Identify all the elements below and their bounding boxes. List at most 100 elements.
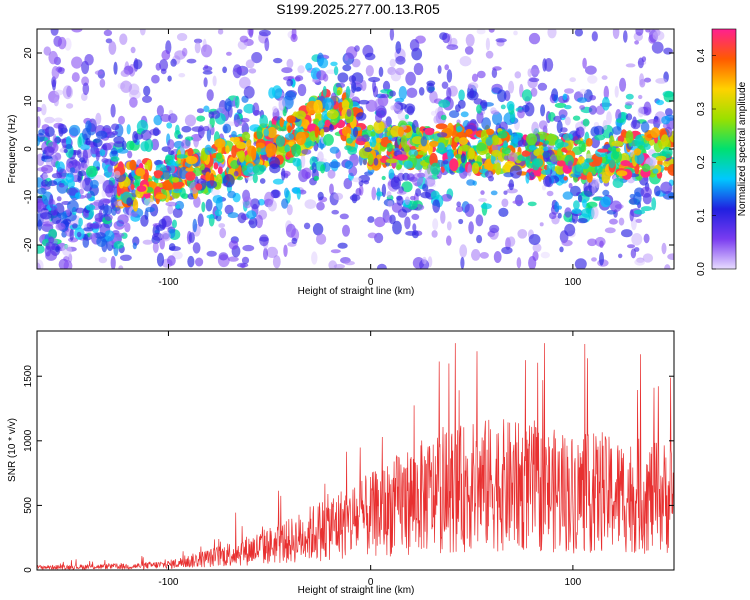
- spectrogram-cell: [37, 187, 47, 195]
- spectrogram-cell: [168, 150, 175, 156]
- snr-frame: [36, 330, 675, 571]
- spectrogram-cell: [367, 232, 378, 239]
- spectrogram-cell: [279, 117, 284, 128]
- spectrogram-cell: [650, 127, 660, 139]
- spectrogram-cell: [256, 147, 262, 153]
- spectrogram-cell: [312, 223, 324, 236]
- spectrogram-cell: [246, 163, 254, 173]
- spectrogram-cell: [577, 97, 588, 103]
- spectrogram-cell: [618, 217, 625, 226]
- spectrogram-cell: [661, 115, 671, 125]
- spectrogram-cell: [79, 179, 86, 190]
- spectrogram-cell: [243, 103, 256, 114]
- spectrogram-cell: [129, 97, 138, 108]
- spectrogram-cell: [581, 208, 593, 218]
- spectrogram-cell: [661, 242, 667, 255]
- spectrogram-cell: [50, 205, 58, 217]
- spectrogram-cell: [388, 168, 395, 179]
- spectrogram-cell: [401, 181, 413, 193]
- spectrogram-cell: [170, 58, 177, 67]
- colorbar: 0.0 0.1 0.2 0.3 0.4 Normalized spectral ampl…: [696, 28, 748, 276]
- spectrogram-cell: [564, 105, 572, 110]
- spectrogram-cell: [607, 146, 617, 152]
- spectrogram-cell: [116, 148, 129, 154]
- spectrogram-cell: [471, 249, 481, 261]
- spectrogram-cell: [259, 234, 269, 247]
- spectrogram-cell: [114, 170, 121, 178]
- spectrogram-cell: [37, 136, 41, 146]
- spectrogram-cell: [278, 97, 286, 111]
- spectrogram-cell: [204, 144, 212, 155]
- spectrogram-cell: [196, 115, 206, 122]
- spectrogram-cell: [195, 257, 204, 267]
- spectrogram-cell: [641, 56, 647, 62]
- x-tick-label: -100: [158, 577, 178, 588]
- spectrogram-cell: [167, 139, 175, 150]
- spectrogram-cell: [491, 149, 502, 157]
- spectrogram-cell: [187, 255, 195, 268]
- spectrogram-cell: [367, 153, 374, 166]
- spectrogram-cell: [491, 134, 500, 146]
- spectrogram-cell: [284, 133, 295, 141]
- spectrogram-cell: [418, 87, 425, 96]
- y-tick-label: -10: [23, 189, 34, 204]
- spectrogram-cell: [667, 163, 674, 176]
- spectrogram-cell: [537, 82, 548, 91]
- spectrogram-cell: [217, 166, 223, 175]
- spectrogram-cell: [94, 70, 104, 75]
- spectrogram-cell: [256, 126, 263, 140]
- spectrogram-cell: [625, 63, 636, 68]
- spectrogram-cell: [247, 29, 254, 37]
- spectrogram-cell: [403, 144, 410, 153]
- spectrogram-cell: [480, 190, 485, 195]
- spectrogram-cell: [192, 218, 198, 233]
- spectrogram-cell: [132, 242, 137, 250]
- spectrogram-cell: [597, 148, 609, 153]
- spectrogram-cell: [107, 165, 113, 173]
- spectrogram-cell: [480, 129, 487, 143]
- spectrogram-cell: [185, 155, 198, 165]
- chart-title: S199.2025.277.00.13.R05: [276, 1, 440, 17]
- spectrogram-cell: [161, 50, 171, 61]
- spectrogram-cell: [478, 198, 487, 202]
- spectrogram-cell: [601, 75, 608, 80]
- spectrogram-cell: [667, 253, 674, 260]
- colorbar-tick-label: 0.1: [696, 208, 707, 222]
- spectrogram-cell: [381, 175, 386, 181]
- spectrogram-cell: [85, 204, 96, 211]
- spectrogram-cell: [272, 106, 278, 113]
- spectrogram-cell: [380, 93, 390, 99]
- spectrogram-cell: [69, 167, 76, 174]
- spectrogram-cell: [643, 101, 652, 116]
- spectrogram-cell: [531, 121, 539, 135]
- spectrogram-cell: [395, 55, 406, 65]
- spectrogram-cell: [132, 131, 139, 143]
- spectrogram-cell: [373, 120, 385, 134]
- spectrogram-cell: [62, 85, 73, 100]
- spectrogram-cell: [241, 256, 250, 265]
- spectrogram-cell: [370, 131, 376, 137]
- spectrogram-cell: [544, 140, 550, 145]
- spectrogram-cell: [335, 82, 346, 89]
- spectrogram-cell: [459, 144, 472, 152]
- spectrogram-cell: [266, 246, 279, 258]
- spectrogram-cell: [392, 220, 402, 235]
- spectrogram-cell: [239, 76, 251, 89]
- spectrogram-cell: [317, 191, 324, 201]
- spectrogram-cell: [602, 189, 610, 196]
- spectrogram-cell: [342, 64, 352, 72]
- spectrogram-cell: [142, 95, 152, 104]
- spectrogram-cell: [86, 165, 98, 177]
- spectrogram-cell: [240, 117, 250, 123]
- spectrogram-cell: [89, 233, 97, 239]
- spectrogram-cell: [171, 177, 180, 183]
- spectrogram-cell: [78, 217, 83, 227]
- spectrogram-cell: [358, 99, 370, 105]
- spectrogram-cell: [573, 200, 580, 210]
- spectrogram-cell: [197, 213, 204, 227]
- spectrogram-cell: [110, 156, 120, 162]
- spectrogram-cell: [656, 99, 664, 106]
- spectrogram-cell: [484, 170, 494, 179]
- spectrogram-cell: [468, 221, 474, 235]
